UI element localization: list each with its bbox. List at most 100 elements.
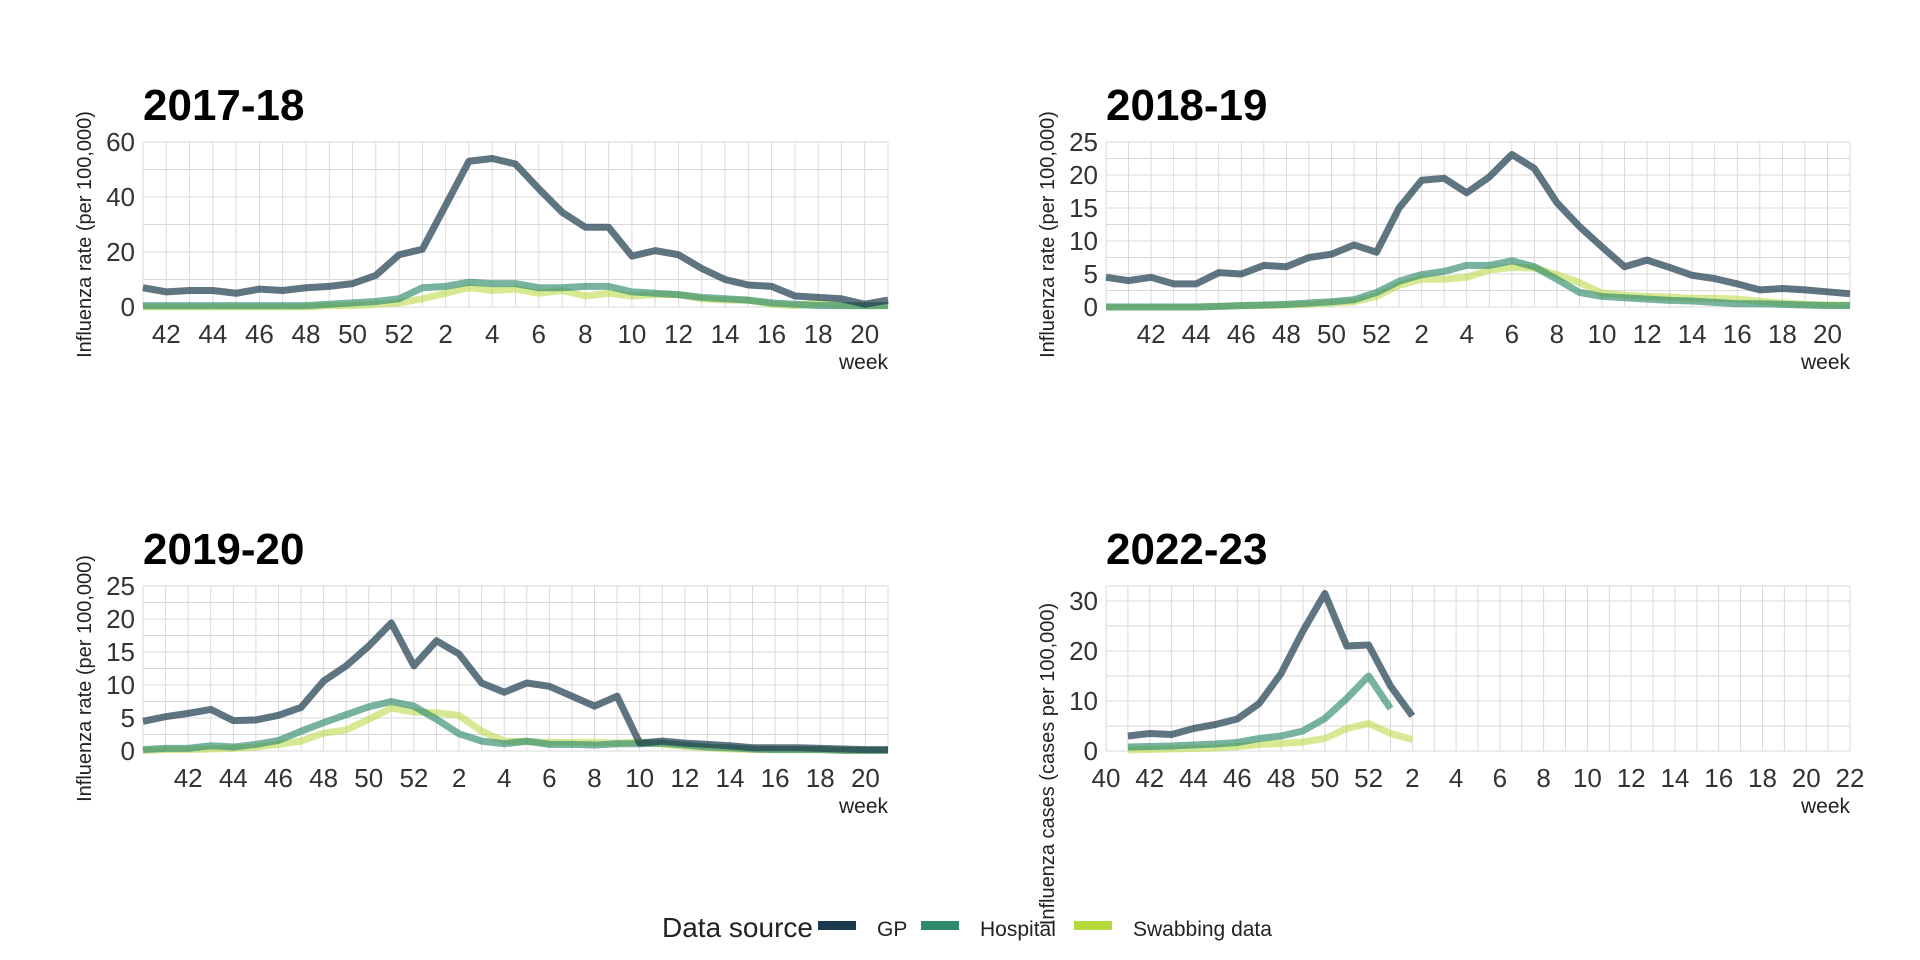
x-tick-label: 44 — [219, 763, 248, 793]
x-tick-label: 46 — [1223, 763, 1252, 793]
x-tick-label: 44 — [198, 319, 227, 349]
x-tick-label: 50 — [354, 763, 383, 793]
x-tick-label: 4 — [1459, 319, 1473, 349]
chart-title: 2018-19 — [1106, 81, 1267, 130]
x-tick-label: 48 — [292, 319, 321, 349]
y-tick-label: 20 — [1069, 636, 1098, 666]
x-axis-label: week — [838, 795, 889, 818]
legend-item-hospital: Hospital — [921, 918, 1056, 941]
x-tick-label: 8 — [587, 763, 601, 793]
chart-title: 2019-20 — [143, 525, 304, 574]
series-line-hospital — [1106, 257, 1850, 311]
x-tick-label: 18 — [806, 763, 835, 793]
x-tick-label: 16 — [757, 319, 786, 349]
legend-label: GP — [877, 918, 907, 941]
series-line-gp — [1127, 590, 1416, 740]
x-tick-label: 2 — [452, 763, 466, 793]
y-tick-label: 20 — [106, 604, 135, 634]
x-tick-label: 14 — [1660, 763, 1689, 793]
y-tick-label: 10 — [106, 670, 135, 700]
x-axis-label: week — [838, 351, 889, 374]
x-tick-label: 18 — [804, 319, 833, 349]
x-tick-label: 52 — [1354, 763, 1383, 793]
x-tick-label: 44 — [1182, 319, 1211, 349]
x-tick-label: 12 — [1633, 319, 1662, 349]
x-tick-label: 8 — [578, 319, 592, 349]
x-tick-label: 42 — [1137, 319, 1166, 349]
x-tick-label: 2 — [1405, 763, 1419, 793]
x-tick-label: 2 — [438, 319, 452, 349]
y-tick-label: 0 — [1084, 292, 1098, 322]
x-tick-label: 8 — [1550, 319, 1564, 349]
x-tick-label: 6 — [542, 763, 556, 793]
x-tick-label: 10 — [1573, 763, 1602, 793]
x-tick-label: 18 — [1768, 319, 1797, 349]
y-tick-label: 0 — [1084, 736, 1098, 766]
x-tick-label: 52 — [399, 763, 428, 793]
y-tick-label: 15 — [1069, 193, 1098, 223]
chart-title: 2022-23 — [1106, 525, 1267, 574]
x-tick-label: 14 — [711, 319, 740, 349]
x-tick-label: 18 — [1748, 763, 1777, 793]
x-tick-label: 14 — [1678, 319, 1707, 349]
x-tick-label: 42 — [174, 763, 203, 793]
x-tick-label: 48 — [1267, 763, 1296, 793]
x-tick-label: 46 — [264, 763, 293, 793]
series-line-hospital — [143, 278, 888, 310]
y-axis-label: Influenza rate (per 100,000) — [74, 555, 96, 802]
y-tick-label: 15 — [106, 637, 135, 667]
x-tick-label: 4 — [1449, 763, 1463, 793]
y-axis-label: Influenza rate (per 100,000) — [1037, 111, 1059, 358]
x-tick-label: 2 — [1414, 319, 1428, 349]
x-tick-label: 10 — [625, 763, 654, 793]
x-tick-label: 20 — [1813, 319, 1842, 349]
x-tick-label: 44 — [1179, 763, 1208, 793]
x-tick-label: 16 — [1723, 319, 1752, 349]
series-line-gp — [142, 155, 889, 308]
series-line-gp — [142, 619, 888, 754]
legend-swatch — [1074, 921, 1112, 930]
y-tick-label: 25 — [1069, 127, 1098, 157]
y-tick-label: 0 — [121, 292, 135, 322]
y-tick-label: 10 — [1069, 226, 1098, 256]
x-tick-label: 6 — [1493, 763, 1507, 793]
x-tick-label: 10 — [1588, 319, 1617, 349]
x-tick-label: 42 — [1135, 763, 1164, 793]
x-tick-label: 22 — [1836, 763, 1865, 793]
x-tick-label: 10 — [617, 319, 646, 349]
x-tick-label: 48 — [309, 763, 338, 793]
x-tick-label: 12 — [664, 319, 693, 349]
y-tick-label: 30 — [1069, 586, 1098, 616]
legend-swatch — [921, 921, 959, 930]
y-axis-label: Influenza cases (cases per 100,000) — [1037, 603, 1059, 925]
x-axis-label: week — [1800, 795, 1851, 818]
x-tick-label: 16 — [761, 763, 790, 793]
y-axis-label: Influenza rate (per 100,000) — [74, 111, 96, 358]
x-tick-label: 20 — [1792, 763, 1821, 793]
x-tick-label: 8 — [1536, 763, 1550, 793]
x-tick-label: 52 — [1362, 319, 1391, 349]
y-tick-label: 60 — [106, 127, 135, 157]
chart-title: 2017-18 — [143, 81, 304, 130]
x-tick-label: 6 — [1505, 319, 1519, 349]
y-tick-label: 25 — [106, 571, 135, 601]
x-tick-label: 20 — [851, 763, 880, 793]
x-tick-label: 40 — [1092, 763, 1121, 793]
legend-swatch — [818, 921, 856, 930]
legend: Data source GP Hospital Swabbing data — [662, 912, 1272, 943]
x-tick-label: 20 — [850, 319, 879, 349]
x-tick-label: 50 — [338, 319, 367, 349]
x-tick-label: 4 — [497, 763, 511, 793]
legend-item-swabbing-data: Swabbing data — [1074, 918, 1272, 941]
x-tick-label: 50 — [1310, 763, 1339, 793]
y-tick-label: 20 — [1069, 160, 1098, 190]
x-tick-label: 42 — [152, 319, 181, 349]
y-tick-label: 10 — [1069, 686, 1098, 716]
series-line-hospital — [142, 698, 888, 754]
